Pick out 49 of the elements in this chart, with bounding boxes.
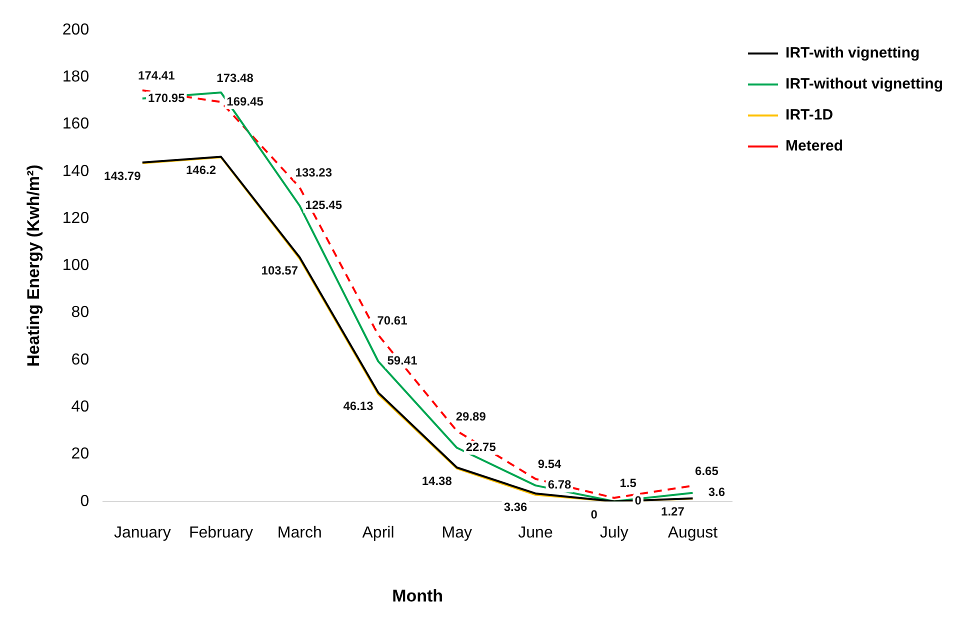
data-label: 9.54	[538, 457, 562, 472]
y-tick-label: 20	[71, 446, 90, 463]
x-tick-label: February	[189, 524, 254, 542]
x-tick-label: May	[442, 524, 472, 542]
data-label: 169.45	[226, 94, 264, 108]
legend-label: IRT-without vignetting	[786, 76, 944, 93]
x-axis-title: Month	[392, 586, 444, 606]
y-tick-label: 200	[62, 21, 90, 38]
y-axis-title: Heating Energy (Kwh/m²)	[24, 164, 43, 367]
y-tick-label: 160	[62, 116, 90, 133]
legend-label: IRT-with vignetting	[786, 44, 920, 62]
data-label: 3.6	[708, 485, 726, 500]
data-label: 6.65	[695, 464, 719, 478]
data-label: 22.75	[466, 440, 496, 454]
legend-label: Metered	[786, 138, 844, 155]
x-tick-label: June	[518, 524, 553, 542]
data-label: 173.48	[216, 70, 254, 85]
data-label: 70.61	[377, 313, 408, 328]
x-tick-label: August	[668, 524, 718, 542]
data-label: 170.95	[148, 90, 186, 105]
data-label: 0	[634, 494, 642, 508]
data-label: 143.79	[104, 168, 142, 183]
data-label: 174.41	[138, 68, 176, 83]
data-label: 133.23	[295, 166, 332, 180]
data-label: 29.89	[456, 409, 486, 424]
data-label: 59.41	[387, 354, 418, 368]
x-tick-label: April	[362, 524, 394, 542]
y-tick-label: 120	[62, 210, 90, 227]
x-tick-label: March	[277, 524, 322, 542]
y-tick-label: 40	[71, 398, 90, 416]
data-label: 14.38	[422, 474, 452, 488]
data-label: 6.78	[548, 478, 572, 492]
y-tick-label: 100	[62, 257, 90, 274]
data-label: 46.13	[343, 398, 374, 413]
legend-label: IRT-1D	[786, 106, 834, 124]
y-tick-label: 80	[71, 304, 90, 322]
data-label: 1.5	[620, 476, 637, 490]
y-tick-label: 60	[71, 351, 90, 368]
x-tick-label: January	[114, 524, 171, 542]
data-label: 3.36	[504, 500, 528, 514]
y-tick-label: 0	[80, 492, 90, 510]
x-tick-label: July	[600, 524, 628, 542]
data-label: 125.45	[305, 198, 342, 212]
data-label: 146.2	[186, 163, 216, 178]
data-label: 103.57	[261, 264, 298, 278]
y-tick-label: 140	[62, 162, 90, 180]
y-tick-label: 180	[62, 68, 90, 86]
data-label: 0	[590, 508, 598, 522]
data-label: 1.27	[661, 504, 685, 519]
